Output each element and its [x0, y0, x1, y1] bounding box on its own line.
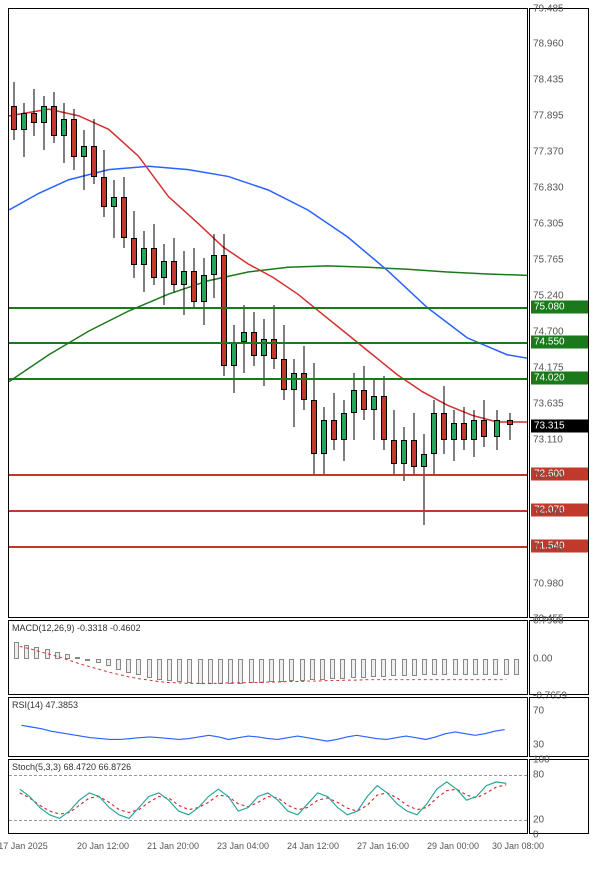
rsi-label: RSI(14) 47.3853	[12, 700, 78, 710]
main-y-axis: 79.48578.96078.43577.89577.37076.83076.3…	[529, 8, 589, 618]
x-axis: 17 Jan 202520 Jan 12:0021 Jan 20:0023 Ja…	[8, 836, 588, 861]
stoch-label: Stoch(5,3,3) 68.4720 66.8726	[12, 762, 131, 772]
main-price-chart[interactable]: 75.08074.55074.02072.60072.07071.54073.3…	[8, 8, 528, 618]
macd-y-axis: 0.79080.00-0.7659	[529, 620, 589, 695]
macd-label: MACD(12,26,9) -0.3318 -0.4602	[12, 623, 141, 633]
stoch-upper-bound	[9, 775, 527, 776]
main-chart-svg	[9, 9, 527, 617]
stoch-panel[interactable]: Stoch(5,3,3) 68.4720 66.8726 10080200	[8, 759, 528, 834]
stoch-y-axis: 10080200	[529, 759, 589, 834]
rsi-y-axis: 7030	[529, 697, 589, 757]
stoch-lower-bound	[9, 820, 527, 821]
rsi-svg	[9, 698, 527, 756]
macd-panel[interactable]: MACD(12,26,9) -0.3318 -0.4602 0.79080.00…	[8, 620, 528, 695]
rsi-panel[interactable]: RSI(14) 47.3853 7030	[8, 697, 528, 757]
